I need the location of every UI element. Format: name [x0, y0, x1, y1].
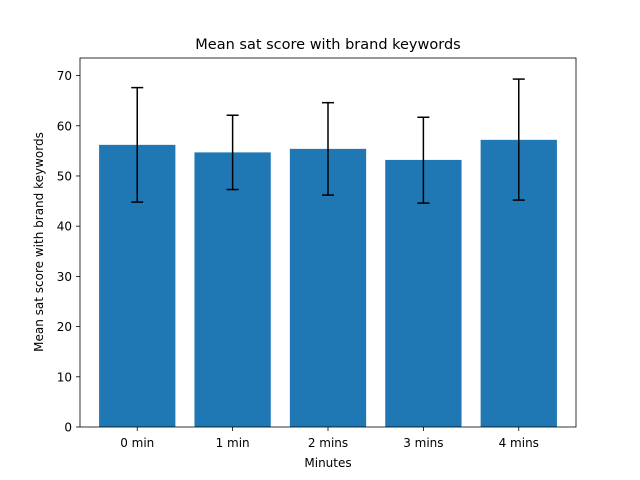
x-tick-label-1: 1 min [216, 436, 250, 450]
y-tick-label-7: 70 [57, 69, 72, 83]
x-axis-label: Minutes [304, 456, 351, 470]
y-tick-label-2: 20 [57, 320, 72, 334]
y-tick-label-0: 0 [64, 421, 72, 435]
x-tick-label-0: 0 min [120, 436, 154, 450]
bar-3 [385, 159, 462, 427]
y-tick-label-4: 40 [57, 220, 72, 234]
bar-1 [194, 152, 271, 427]
plot-area: 0 10 20 30 40 50 60 70 0 min 1 min 2 mins 3 mins 4 m… [57, 57, 577, 450]
y-tick-label-6: 60 [57, 119, 72, 133]
x-tick-label-2: 2 mins [308, 436, 348, 450]
x-tick-label-3: 3 mins [403, 436, 443, 450]
y-tick-label-3: 30 [57, 270, 72, 284]
y-tick-label-5: 50 [57, 169, 72, 183]
chart-title: Mean sat score with brand keywords [195, 37, 460, 53]
y-axis-label: Mean sat score with brand keywords [32, 132, 46, 352]
x-tick-label-4: 4 mins [499, 436, 539, 450]
y-tick-label-1: 10 [57, 370, 72, 384]
